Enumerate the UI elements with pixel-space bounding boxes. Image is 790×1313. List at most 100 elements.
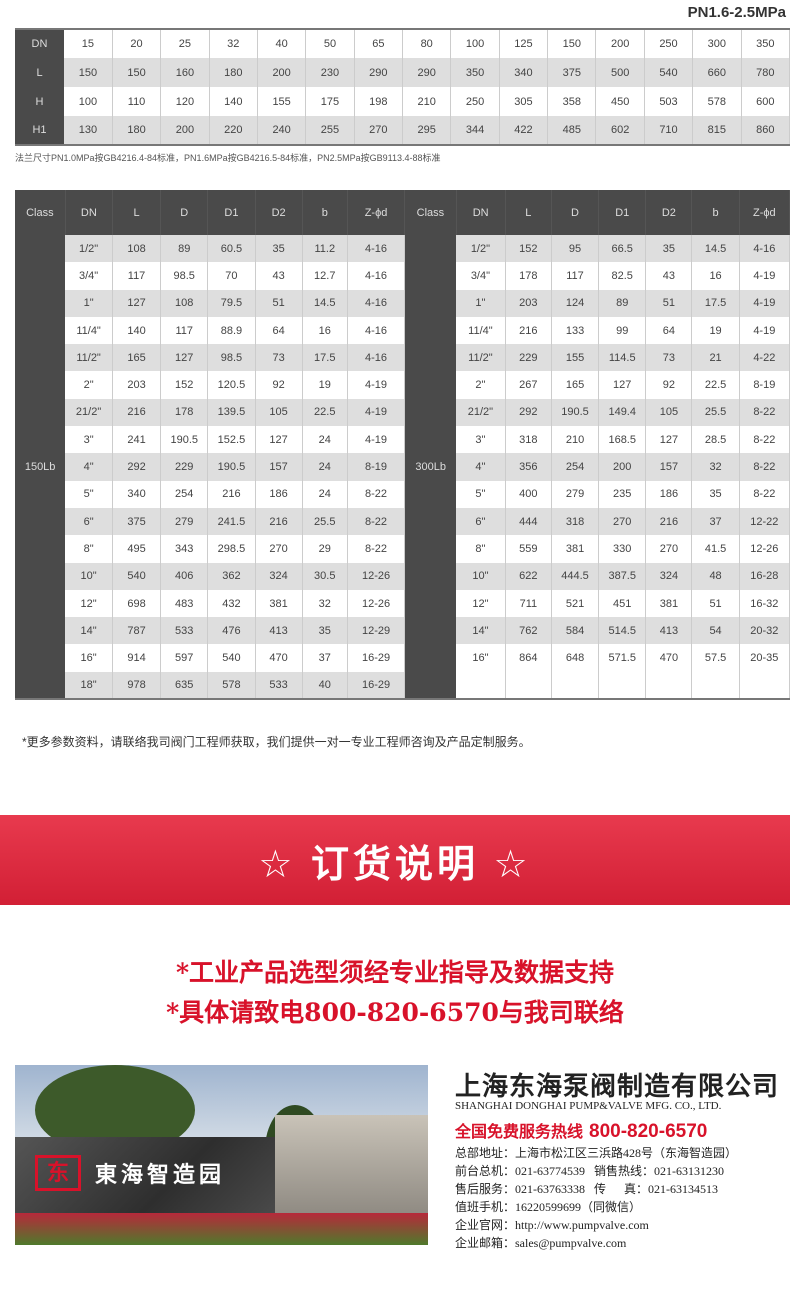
table-cell: 73	[255, 344, 303, 372]
table-cell: 381	[255, 589, 303, 618]
table-cell: 175	[305, 87, 355, 116]
table-cell: 220	[209, 116, 258, 145]
table-cell: 318	[551, 507, 600, 536]
contact-email[interactable]: 企业邮箱：sales@pumpvalve.com	[455, 1236, 627, 1250]
column-header: Class	[15, 190, 66, 235]
contact-website[interactable]: 企业官网：http://www.pumpvalve.com	[455, 1218, 649, 1232]
table-cell: 127	[112, 289, 162, 317]
table-cell: 16-29	[347, 644, 406, 672]
table-cell: 780	[741, 58, 790, 87]
table-cell: 343	[160, 535, 209, 563]
column-header: Z-ϕd	[347, 190, 406, 235]
table-cell: 117	[112, 262, 162, 290]
table-cell: 584	[551, 617, 600, 645]
table-cell: 15	[64, 29, 113, 58]
company-logo: 东	[35, 1155, 81, 1191]
table-cell: 24	[302, 453, 348, 481]
table-cell: 241.5	[207, 507, 256, 536]
table-cell: 108	[160, 289, 209, 317]
table-cell: 8-22	[347, 535, 406, 563]
table-cell: 190.5	[551, 398, 600, 427]
table-cell: 8"	[456, 535, 506, 563]
table-cell: 250	[644, 29, 694, 58]
table-cell: 11/2"	[456, 344, 506, 372]
table-cell: 152	[160, 371, 209, 399]
table-cell: 35	[691, 480, 740, 508]
table-cell: 16	[302, 316, 348, 345]
table-cell: 105	[255, 398, 303, 427]
table-cell: 127	[598, 371, 647, 399]
table-cell: 124	[551, 289, 600, 317]
table-cell: 14.5	[302, 289, 348, 317]
table-cell: 25	[160, 29, 210, 58]
table-cell: 356	[505, 453, 552, 481]
table-cell: 43	[255, 262, 303, 290]
table-cell: 16-32	[739, 589, 790, 618]
table-row: 4" 292 229 190.5 157 24 8-19 4" 356 254 200 157 32 8-…	[15, 453, 790, 481]
table-cell: 89	[598, 289, 647, 317]
table-cell: 32	[209, 29, 258, 58]
table-cell: 10"	[456, 562, 506, 590]
table-cell: 24	[302, 480, 348, 508]
table-cell: 168.5	[598, 426, 647, 454]
sign-text: 東海智造园	[95, 1162, 226, 1188]
table-cell: 476	[207, 617, 256, 645]
order-banner: ☆ 订货说明 ☆	[0, 815, 790, 905]
table-row: 3" 241 190.5 152.5 127 24 4-19 3" 318 210 168.5 127…	[15, 426, 790, 454]
row-header: DN	[15, 29, 64, 58]
table-cell: 300	[692, 29, 742, 58]
table-row: 1" 127 108 79.5 51 14.5 4-16 1" 203 124 89 51 17.5 4-…	[15, 289, 790, 317]
table-cell: 16-29	[347, 671, 406, 700]
table-cell: 19	[691, 316, 740, 345]
table-cell: 180	[112, 116, 162, 145]
company-photo: 东 東海智造园	[15, 1065, 428, 1245]
table-cell: 89	[160, 235, 209, 263]
table-cell: 30.5	[302, 562, 348, 590]
table-cell: 216	[255, 507, 303, 536]
table-cell: 4-16	[347, 262, 406, 290]
table-cell: 270	[354, 116, 404, 145]
table-cell: 230	[305, 58, 355, 87]
table-cell: 65	[354, 29, 404, 58]
table-cell: 540	[112, 562, 162, 590]
table-cell: 432	[207, 589, 256, 618]
table-row: 18" 978 635 578 533 40 16-29	[15, 671, 790, 700]
table-cell: 95	[551, 235, 600, 263]
table-cell: 92	[255, 371, 303, 399]
table-cell: 1/2"	[65, 235, 113, 263]
table-cell: 622	[505, 562, 552, 590]
table-cell: 150	[547, 29, 597, 58]
table-cell: 514.5	[598, 617, 647, 645]
table-cell: 51	[255, 289, 303, 317]
table-row: 12" 698 483 432 381 32 12-26 12" 711 521 451 381 51 1…	[15, 589, 790, 618]
table-cell: 470	[255, 644, 303, 672]
table-cell: 139.5	[207, 398, 256, 427]
more-info-note: *更多参数资料，请联络我司阀门工程师获取，我们提供一对一专业工程师咨询及产品定制…	[22, 735, 531, 749]
table-cell: 340	[499, 58, 549, 87]
table-cell: 105	[645, 398, 693, 427]
column-header: b	[691, 190, 740, 235]
table-cell: 340	[112, 480, 162, 508]
table-cell: 344	[450, 116, 500, 145]
table-cell: 37	[691, 507, 740, 536]
table-cell: 978	[112, 671, 162, 700]
table-cell: 35	[255, 235, 303, 263]
table-cell: 150	[112, 58, 162, 87]
table-cell: 152	[505, 235, 552, 263]
table-cell: 140	[112, 316, 162, 345]
table-cell: 43	[645, 262, 693, 290]
table-cell: 362	[207, 562, 256, 590]
class-dimension-table: Class DN L D D1 D2 b Z-ϕd Class DN L D D1 D2 b Z-ϕd 150L…	[15, 190, 790, 701]
table-cell: 533	[160, 617, 209, 645]
table-row: 21/2" 216 178 139.5 105 22.5 4-19 21/2" 292 190.5…	[15, 398, 790, 427]
table-cell: 279	[160, 507, 209, 536]
column-header: Z-ϕd	[739, 190, 790, 235]
contact-address: 总部地址：上海市松江区三浜路428号（东海智造园）	[455, 1146, 738, 1160]
table-cell: 22.5	[302, 398, 348, 427]
table-cell: 241	[112, 426, 162, 454]
table-cell: 381	[645, 589, 693, 618]
table-cell: 444	[505, 507, 552, 536]
table-cell: 110	[112, 87, 162, 116]
table-cell: 50	[305, 29, 355, 58]
table-cell: 450	[595, 87, 645, 116]
